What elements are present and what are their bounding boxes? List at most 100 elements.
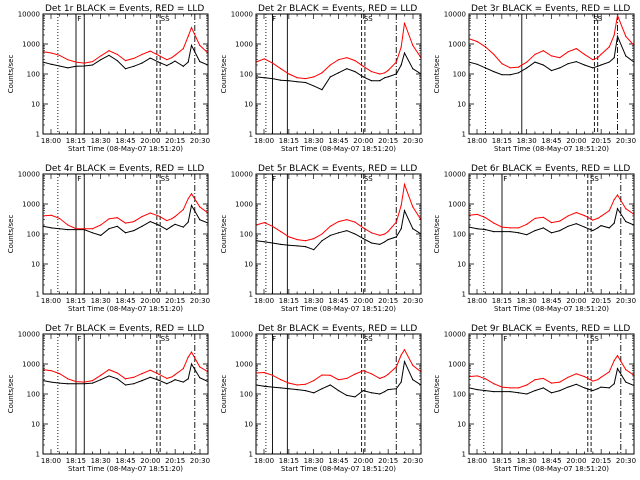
x-tick-label: 18:45	[328, 457, 348, 465]
data-point-events	[83, 383, 85, 385]
data-point-events	[100, 59, 102, 61]
data-point-events	[526, 67, 528, 69]
data-point-lld	[346, 57, 348, 59]
plot-frame	[42, 173, 209, 295]
data-point-lld	[395, 61, 397, 63]
data-point-lld	[171, 57, 173, 59]
data-point-events	[100, 234, 102, 236]
x-tick-label: 20:15	[378, 297, 398, 305]
data-point-events	[625, 220, 627, 223]
data-point-events	[166, 229, 168, 231]
data-point-lld	[116, 372, 118, 374]
data-point-lld	[542, 50, 544, 52]
x-tick-label: 18:15	[279, 297, 299, 305]
y-tick-label: 100	[240, 71, 253, 79]
flag-label: SS	[590, 175, 599, 183]
x-tick-label: 20:30	[190, 457, 210, 465]
data-point-events	[567, 63, 569, 65]
data-point-lld	[613, 359, 615, 362]
x-tick-label: 18:30	[304, 457, 324, 465]
data-point-events	[501, 391, 503, 393]
data-point-lld	[501, 226, 503, 228]
data-point-events	[75, 65, 77, 67]
data-point-events	[304, 389, 307, 392]
data-point-lld	[509, 67, 511, 69]
x-tick-label: 20:30	[616, 457, 636, 465]
data-point-events	[476, 389, 478, 391]
data-point-events	[501, 231, 503, 233]
data-point-events	[625, 55, 627, 57]
data-point-lld	[395, 366, 397, 368]
data-point-lld	[280, 231, 282, 233]
data-point-lld	[575, 48, 577, 50]
flag-label: SS	[364, 15, 373, 23]
data-point-events	[329, 76, 331, 78]
data-point-events	[190, 363, 193, 365]
data-point-events	[174, 223, 176, 225]
data-point-lld	[370, 373, 373, 375]
data-point-events	[75, 383, 77, 385]
y-tick-label: 1	[462, 131, 466, 139]
y-tick-label: 1	[462, 451, 466, 459]
data-point-lld	[263, 221, 265, 224]
y-axis-label: Counts/sec	[220, 55, 228, 94]
data-point-lld	[509, 387, 511, 389]
data-point-lld	[608, 46, 610, 48]
series-lld	[43, 26, 208, 64]
data-point-events	[484, 229, 487, 231]
plot-frame	[468, 333, 635, 455]
data-point-events	[362, 389, 364, 392]
panel-title: Det 3r BLACK = Events, RED = LLD	[471, 4, 630, 14]
y-tick-label: 100	[453, 391, 466, 399]
plot-frame	[468, 173, 635, 295]
data-point-events	[182, 226, 184, 228]
data-point-lld	[354, 221, 356, 223]
y-axis-label: Counts/sec	[220, 375, 228, 414]
x-axis-label: Start Time (08-May-07 18:51:20)	[494, 305, 609, 313]
data-point-events	[133, 65, 135, 67]
data-point-lld	[271, 374, 274, 376]
x-tick-label: 18:00	[41, 457, 61, 465]
data-point-events	[395, 236, 397, 238]
data-point-lld	[263, 371, 265, 374]
y-tick-label: 100	[453, 231, 466, 239]
data-point-lld	[387, 69, 389, 72]
data-point-events	[476, 63, 478, 65]
data-point-lld	[597, 217, 599, 220]
x-tick-label: 18:30	[517, 137, 537, 145]
flag-label: SS	[593, 15, 602, 23]
y-tick-label: 10000	[231, 11, 253, 19]
data-point-lld	[304, 240, 307, 242]
detector-panel-7: Det 7r BLACK = Events, RED = LLD 1 10 100 10…	[7, 324, 210, 473]
data-point-lld	[83, 62, 85, 64]
data-point-events	[583, 387, 586, 389]
data-point-lld	[613, 199, 615, 201]
x-tick-label: 18:45	[115, 457, 135, 465]
data-point-lld	[171, 218, 173, 220]
y-tick-label: 1	[36, 291, 40, 299]
data-point-lld	[67, 59, 69, 61]
data-point-lld	[321, 374, 323, 376]
data-point-lld	[387, 373, 389, 376]
data-point-lld	[412, 206, 414, 208]
flag-label: SS	[364, 335, 373, 343]
data-point-events	[171, 225, 173, 227]
data-point-events	[616, 35, 619, 37]
series-lld	[469, 14, 634, 69]
data-point-events	[550, 232, 553, 234]
data-point-events	[509, 74, 511, 76]
data-point-lld	[187, 35, 189, 37]
data-point-lld	[501, 386, 503, 388]
data-point-events	[288, 80, 290, 82]
panel-title: Det 5r BLACK = Events, RED = LLD	[258, 164, 417, 174]
data-point-lld	[526, 61, 528, 63]
x-tick-label: 20:15	[591, 297, 611, 305]
y-tick-label: 10	[31, 101, 40, 109]
data-point-events	[384, 241, 386, 243]
data-point-lld	[67, 224, 69, 226]
x-tick-label: 18:15	[492, 137, 512, 145]
y-tick-label: 1	[36, 131, 40, 139]
data-point-events	[362, 238, 364, 240]
data-point-lld	[484, 378, 487, 380]
